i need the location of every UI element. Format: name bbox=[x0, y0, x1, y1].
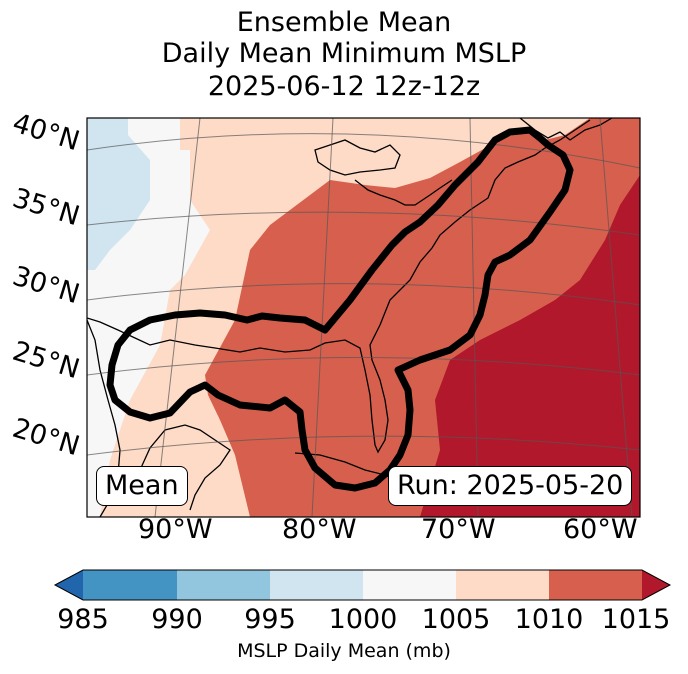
run-date-box: Run: 2025-05-20 bbox=[388, 466, 633, 506]
colorbar-tick-1000: 1000 bbox=[328, 604, 398, 635]
colorbar-label: MSLP Daily Mean (mb) bbox=[237, 640, 451, 662]
probability-contour bbox=[106, 126, 574, 492]
colorbar-bin-1005-1010 bbox=[456, 570, 549, 600]
map-frame bbox=[86, 117, 641, 518]
colorbar-tick-1005: 1005 bbox=[421, 604, 491, 635]
lon-label-60w: 60°W bbox=[563, 514, 638, 545]
colorbar-bin-990-995 bbox=[177, 570, 270, 600]
colorbar bbox=[53, 569, 672, 601]
colorbar-bin-1010-1015 bbox=[549, 570, 642, 600]
field-995-region bbox=[87, 118, 150, 270]
colorbar-bin-985-990 bbox=[83, 570, 177, 600]
colorbar-bin-1000-1005 bbox=[363, 570, 456, 600]
map-panel bbox=[87, 118, 640, 517]
colorbar-tick-985: 985 bbox=[57, 604, 109, 635]
lon-label-70w: 70°W bbox=[421, 514, 496, 545]
colorbar-outline bbox=[53, 569, 672, 601]
mean-label-box: Mean bbox=[96, 466, 188, 506]
colorbar-tick-995: 995 bbox=[244, 604, 296, 635]
title-line-2: Daily Mean Minimum MSLP bbox=[161, 38, 527, 69]
title-line-1: Ensemble Mean bbox=[236, 7, 452, 38]
colorbar-extend-low bbox=[55, 570, 83, 600]
field-1015-region bbox=[420, 175, 640, 517]
lon-label-90w: 90°W bbox=[138, 514, 213, 545]
colorbar-tick-1015: 1015 bbox=[601, 604, 671, 635]
colorbar-tick-1010: 1010 bbox=[514, 604, 584, 635]
colorbar-bin-995-1000 bbox=[270, 570, 363, 600]
colorbar-extend-high bbox=[642, 570, 670, 600]
title-line-3: 2025-06-12 12z-12z bbox=[207, 71, 481, 102]
lon-label-80w: 80°W bbox=[282, 514, 357, 545]
colorbar-tick-990: 990 bbox=[151, 604, 203, 635]
